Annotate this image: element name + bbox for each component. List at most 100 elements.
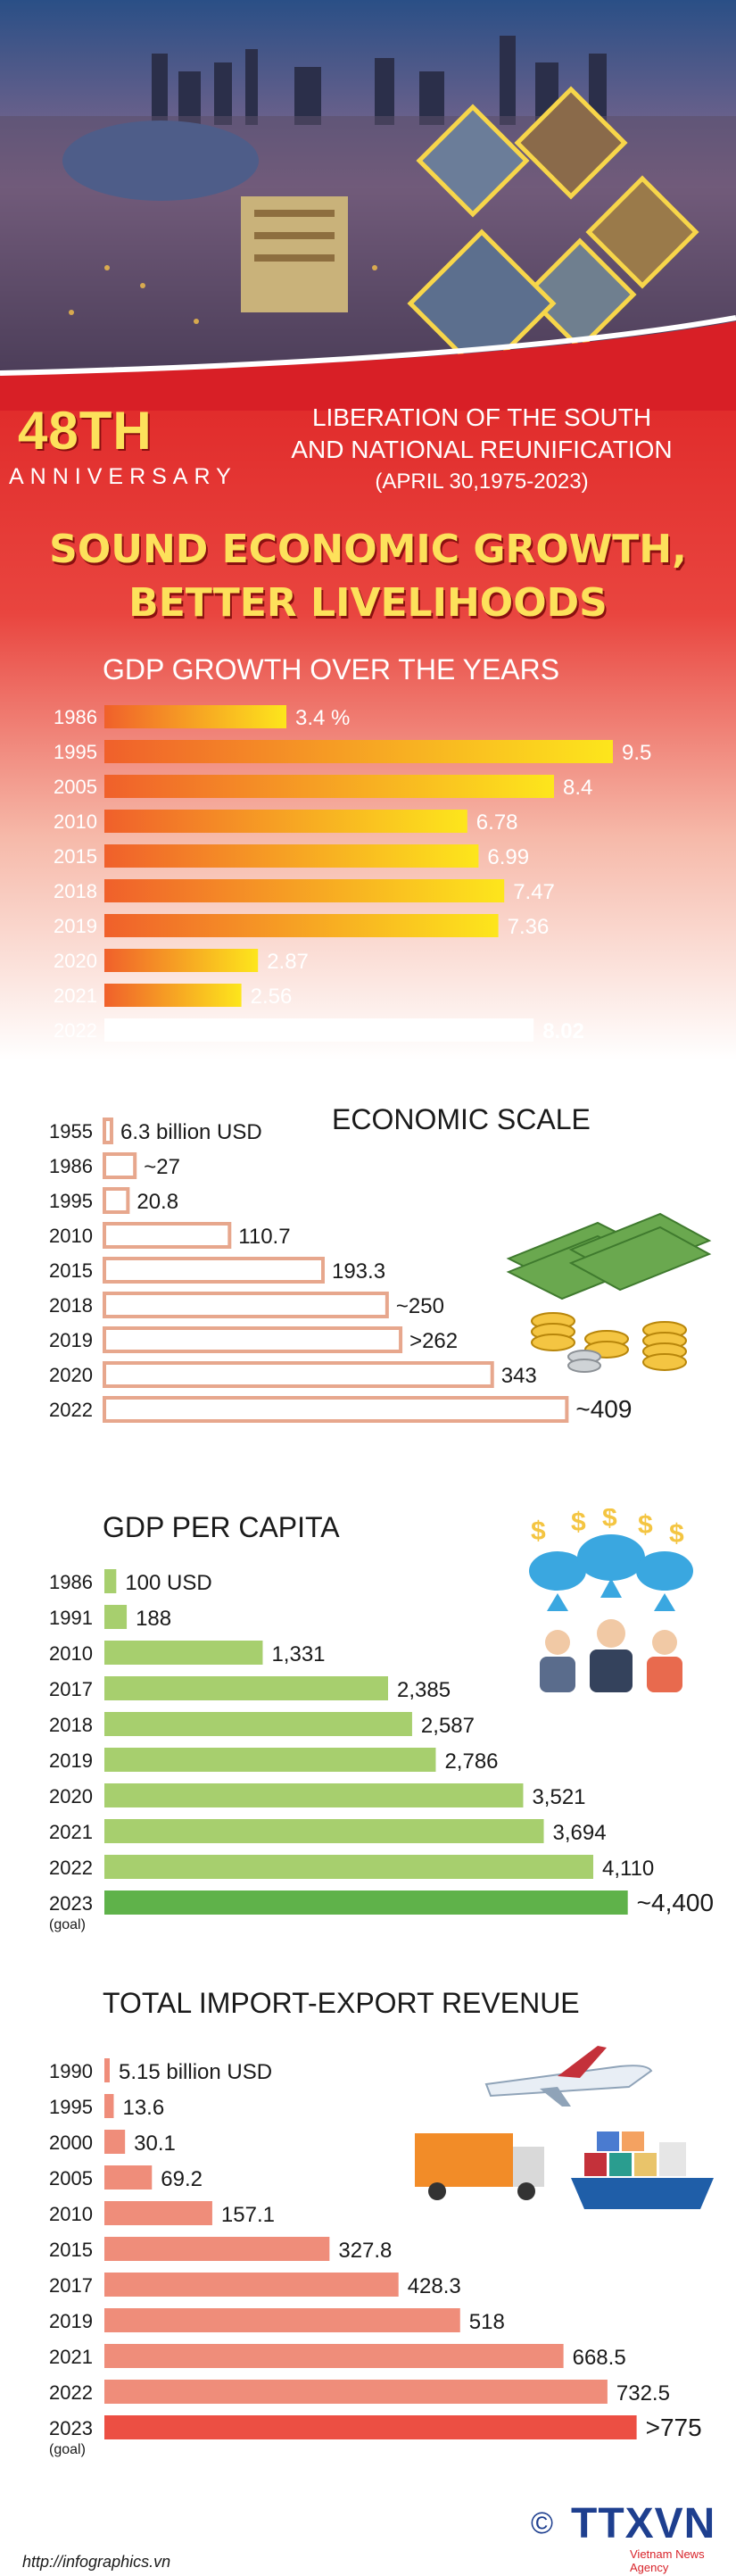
bar [104,705,286,728]
bar [104,810,467,833]
category-label: 2015 [49,2239,93,2261]
category-label: 2021 [49,2346,93,2368]
value-label: 3,694 [553,1821,607,1845]
bar [104,1748,436,1772]
category-label: 1995 [54,741,97,763]
category-label: 2000 [49,2131,93,2154]
event-title-line1: LIBERATION OF THE SOUTH [311,403,652,431]
money-stack-illustration [506,1212,712,1373]
category-label: 2020 [49,1785,93,1807]
bar [104,2237,330,2261]
category-label: 1995 [49,2096,93,2118]
bar [104,2058,110,2082]
category-label: 2019 [49,1329,93,1351]
value-label: 157.1 [221,2203,275,2227]
bar [103,1118,113,1144]
bar [104,2308,460,2332]
bar [104,984,242,1007]
value-label: ~4,400 [637,1889,714,1916]
value-label: 69.2 [161,2167,203,2191]
value-label: >775 [646,2414,702,2441]
category-note: (goal) [49,1917,86,1932]
bar [103,1396,569,1423]
bar [104,1018,534,1042]
event-title-line2: AND NATIONAL REUNIFICATION [291,436,673,463]
value-label: 193.3 [332,1259,385,1284]
value-label: 6.3 billion USD [120,1120,262,1144]
anniversary-word: ANNIVERSARY [9,464,237,489]
value-label: 343 [501,1364,537,1388]
bar [104,1783,524,1807]
headline-line2: BETTER LIVELIHOODS [128,580,608,626]
category-label: 2010 [49,1642,93,1665]
copyright-icon: © [531,2506,554,2540]
value-label: 2.87 [267,950,309,974]
value-label: 327.8 [338,2239,392,2263]
bar [104,949,259,972]
value-label: 13.6 [122,2096,164,2120]
category-label: 1986 [54,706,97,728]
bar [104,1712,412,1736]
bar [104,2415,637,2439]
gdp-per-capita-chart: 1986 100 USD 1991 188 2010 1,331 2017 2,385 2018… [49,1569,714,1932]
category-label: 1995 [49,1190,93,1212]
import-export-title: TOTAL IMPORT-EXPORT REVENUE [103,1987,580,2019]
category-label: 1990 [49,2060,93,2082]
headline-line1: SOUND ECONOMIC GROWTH, [49,527,687,572]
category-label: 2015 [49,1259,93,1282]
economic-scale-chart: 1955 6.3 billion USD 1986 ~27 1995 20.8 2010 11… [49,1118,632,1423]
footer-url: http://infographics.vn [22,2553,171,2571]
value-label: ~250 [396,1294,444,1318]
bar [103,1361,494,1388]
value-label: 2.56 [251,985,293,1009]
category-label: 2020 [54,950,97,972]
import-export-chart: 1990 5.15 billion USD 1995 13.6 2000 30.1 2005… [49,2058,702,2457]
category-label: 2010 [49,2203,93,2225]
category-label: 2018 [54,880,97,902]
people-income-illustration: $ $ $ $ $ [529,1508,693,1692]
value-label: 110.7 [238,1225,290,1249]
svg-text:$: $ [669,1519,684,1549]
svg-text:$: $ [602,1508,617,1533]
value-label: 8.4 [563,776,592,800]
bar [104,914,499,937]
anniversary-number: 48TH [18,401,153,461]
value-label: 20.8 [136,1190,178,1214]
value-label: 9.5 [622,741,651,765]
svg-text:$: $ [571,1508,586,1537]
bar [104,844,479,868]
value-label: 428.3 [408,2274,461,2298]
category-label: 2022 [54,1019,97,1042]
category-label: 2005 [54,776,97,798]
category-label: 2022 [49,1399,93,1421]
value-label: 30.1 [134,2131,176,2156]
bar [104,1605,128,1629]
value-label: 2,786 [444,1749,498,1774]
value-label: ~409 [575,1395,632,1423]
category-label: 2017 [49,1678,93,1700]
category-label: 1991 [49,1607,93,1629]
value-label: 7.47 [513,880,555,904]
value-label: 2,385 [397,1678,451,1702]
bar [104,1641,263,1665]
category-label: 2017 [49,2274,93,2297]
svg-text:$: $ [638,1510,653,1540]
bar [104,2201,212,2225]
bar [104,1890,628,1915]
bar [104,879,505,902]
bar [103,1292,389,1318]
bar [103,1257,325,1284]
brand-logo: TTXVN [571,2500,716,2547]
value-label: ~27 [144,1155,180,1179]
value-label: 518 [469,2310,505,2334]
value-label: 2,587 [421,1714,475,1738]
category-label: 2018 [49,1294,93,1317]
category-label: 2018 [49,1714,93,1736]
value-label: 3.4 % [295,706,350,730]
value-label: 3,521 [532,1785,585,1809]
value-label: 668.5 [573,2346,626,2370]
category-label: 2019 [49,1749,93,1772]
bar [104,2344,564,2368]
category-label: 2015 [54,845,97,868]
svg-text:$: $ [531,1517,546,1546]
